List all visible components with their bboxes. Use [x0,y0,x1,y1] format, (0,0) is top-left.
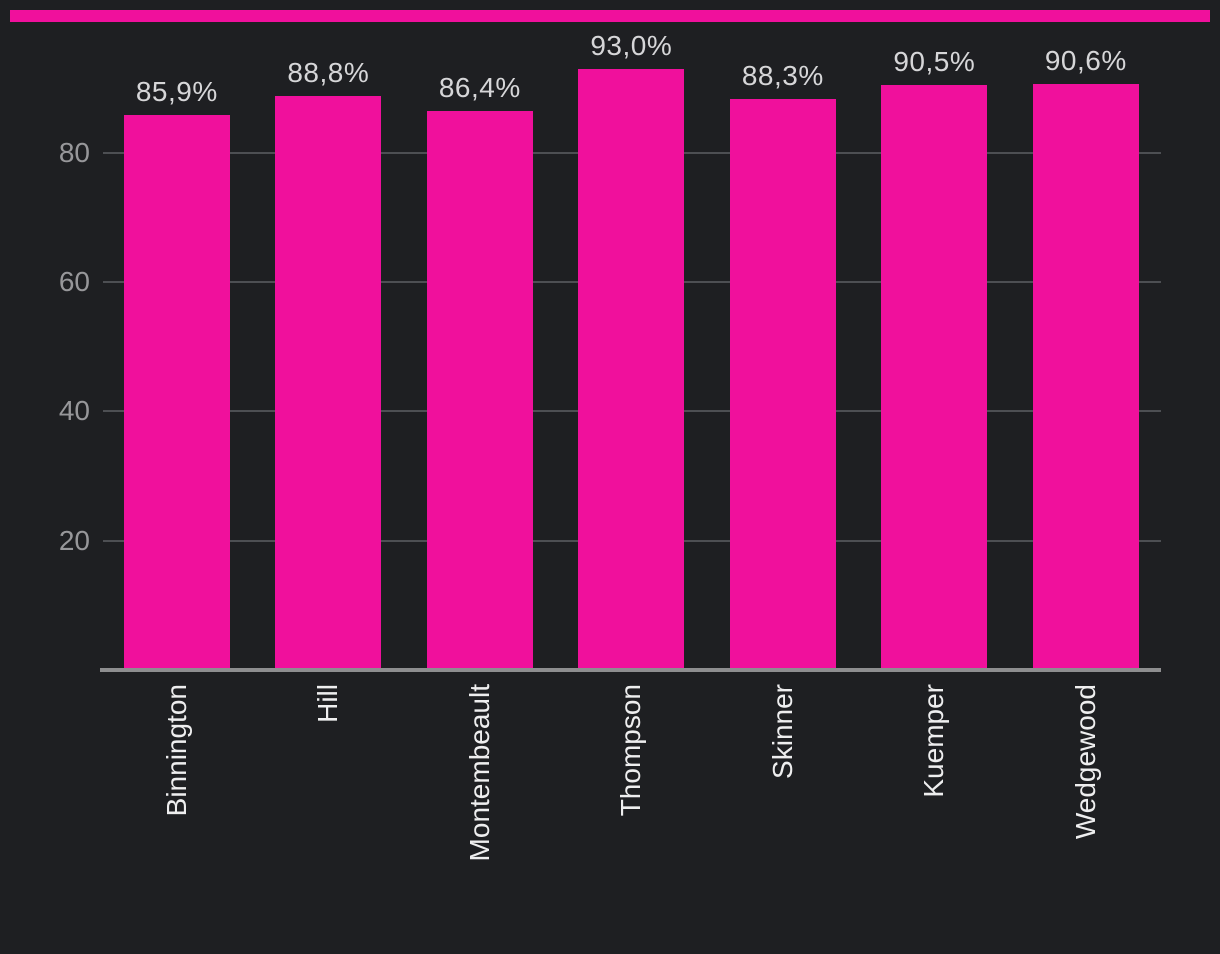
x-axis-line [100,668,1161,672]
bar-value-label: 85,9% [135,75,218,107]
x-axis-category-label-text: Skinner [766,684,798,779]
bar-value-label: 90,5% [893,45,976,77]
x-axis-category-label-text: Montembeault [463,684,495,862]
bar-value-label: 90,6% [1044,45,1127,77]
bar-value-label: 86,4% [438,72,521,104]
bar-value-label: 88,8% [287,56,370,88]
bar [426,111,533,670]
y-axis-tick-label: 80 [58,136,90,168]
x-axis-category-label-text: Hill [312,684,344,723]
bar-value-label: 88,3% [741,60,824,92]
bar [881,84,988,670]
y-axis-tick-label: 40 [58,395,90,427]
bar [1032,84,1139,670]
y-axis-tick-label: 20 [58,524,90,556]
x-axis-category-label-text: Thompson [615,684,647,817]
bar-value-label: 93,0% [590,29,673,61]
bar [275,95,382,670]
bar [123,114,230,670]
bar [729,99,836,670]
x-axis-category-label-text: Kuemper [918,684,950,798]
x-axis-category-label-text: Wedgewood [1069,684,1101,840]
y-axis-tick-label: 60 [58,266,90,298]
top-accent-stripe [10,10,1210,22]
x-axis-category-label-text: Binnington [160,684,192,817]
bar [578,68,685,670]
